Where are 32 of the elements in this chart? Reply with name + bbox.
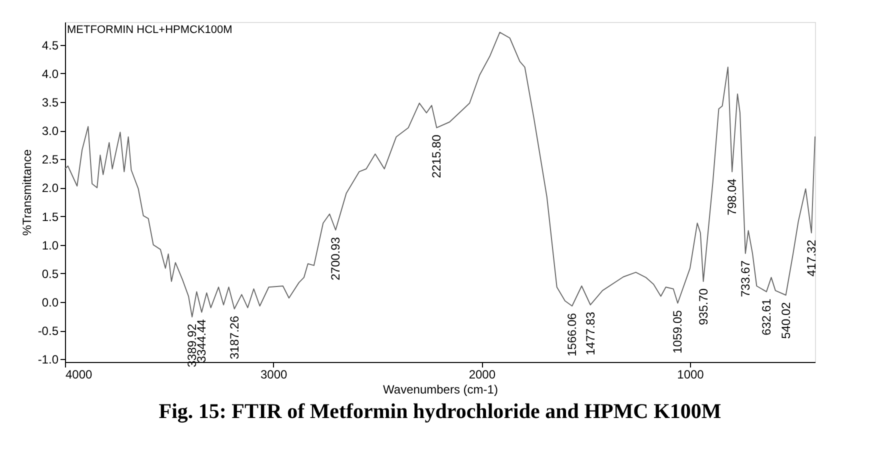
y-axis-title: %Transmittance <box>20 149 34 236</box>
x-axis-title: Wavenumbers (cm-1) <box>383 382 498 396</box>
annotation: 2215.80 <box>430 134 444 178</box>
y-tick-label: -0.5 <box>38 324 59 338</box>
annotation: 1566.06 <box>565 312 580 356</box>
annotation: 632.61 <box>759 298 774 336</box>
annotation: 1059.05 <box>670 310 685 354</box>
y-tick-label: 3.5 <box>42 96 59 110</box>
annotation: 2700.93 <box>328 236 343 280</box>
y-tick-label: 3.0 <box>42 124 59 138</box>
annotation: 1477.83 <box>583 312 598 356</box>
y-tick-label: 0.5 <box>42 266 59 281</box>
x-tick-label: 1000 <box>677 368 704 382</box>
y-tick-label: 4.0 <box>42 66 59 81</box>
x-tick-label: 2000 <box>468 368 496 382</box>
y-tick-label: -1.0 <box>38 352 59 367</box>
y-tick-label: 0.0 <box>42 296 59 310</box>
y-tick-label: 2.5 <box>42 152 59 167</box>
annotation: 733.67 <box>738 260 752 298</box>
annotation: METFORMIN HCL+HPMCK100M <box>67 24 232 36</box>
annotation: 935.70 <box>696 288 710 326</box>
y-tick-label: 2.0 <box>42 181 59 196</box>
y-tick-label: 1.0 <box>42 238 59 252</box>
annotation: 540.02 <box>778 302 793 339</box>
text: Fig. 15: FTIR of Metformin hydrochloride and HPMC K100M <box>158 399 722 423</box>
x-tick-label: 4000 <box>66 368 93 382</box>
y-tick-label: 4.5 <box>42 38 59 52</box>
annotation: 798.04 <box>725 178 740 216</box>
y-tick-label: 1.5 <box>42 210 59 224</box>
x-tick-label: 3000 <box>260 368 288 382</box>
annotation: 417.32 <box>804 240 818 277</box>
annotation: 3187.26 <box>227 316 242 360</box>
